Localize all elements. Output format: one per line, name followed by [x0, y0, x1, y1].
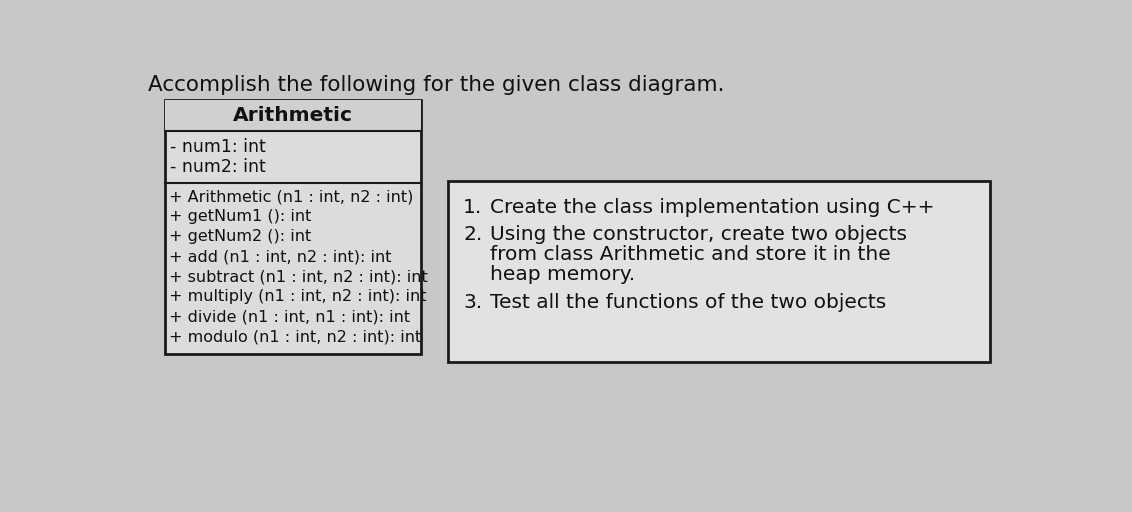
- Text: 3.: 3.: [463, 293, 482, 312]
- Text: + subtract (n1 : int, n2 : int): int: + subtract (n1 : int, n2 : int): int: [170, 269, 428, 284]
- Text: Using the constructor, create two objects: Using the constructor, create two object…: [490, 225, 907, 244]
- Bar: [447, 181, 990, 362]
- Text: Create the class implementation using C++: Create the class implementation using C+…: [490, 198, 935, 217]
- Text: - num2: int: - num2: int: [170, 158, 266, 177]
- Bar: [165, 100, 420, 131]
- Text: - num1: int: - num1: int: [170, 138, 266, 157]
- Text: + add (n1 : int, n2 : int): int: + add (n1 : int, n2 : int): int: [170, 249, 392, 264]
- Text: Accomplish the following for the given class diagram.: Accomplish the following for the given c…: [147, 75, 724, 95]
- Text: heap memory.: heap memory.: [490, 266, 635, 285]
- Text: + getNum1 (): int: + getNum1 (): int: [170, 209, 311, 224]
- Text: + Arithmetic (n1 : int, n2 : int): + Arithmetic (n1 : int, n2 : int): [170, 189, 414, 204]
- Text: 1.: 1.: [463, 198, 482, 217]
- Text: from class Arithmetic and store it in the: from class Arithmetic and store it in th…: [490, 245, 891, 265]
- Text: + divide (n1 : int, n1 : int): int: + divide (n1 : int, n1 : int): int: [170, 309, 411, 325]
- Text: Arithmetic: Arithmetic: [232, 106, 353, 125]
- Text: 2.: 2.: [463, 225, 482, 244]
- Text: + modulo (n1 : int, n2 : int): int: + modulo (n1 : int, n2 : int): int: [170, 329, 421, 345]
- Text: + multiply (n1 : int, n2 : int): int: + multiply (n1 : int, n2 : int): int: [170, 289, 427, 304]
- Text: + getNum2 (): int: + getNum2 (): int: [170, 229, 311, 244]
- Text: Test all the functions of the two objects: Test all the functions of the two object…: [490, 293, 886, 312]
- Bar: [165, 100, 420, 354]
